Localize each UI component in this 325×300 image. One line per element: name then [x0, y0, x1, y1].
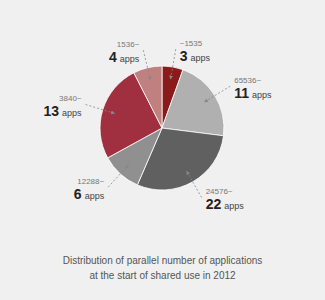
count-unit: apps	[62, 108, 82, 118]
leader-arrow	[171, 49, 176, 79]
range-label: 1536~	[117, 40, 140, 49]
pie-slice	[162, 70, 224, 136]
count-unit: apps	[85, 191, 105, 201]
count-label: 6apps	[74, 186, 105, 202]
count-unit: apps	[224, 201, 244, 211]
annotations: ~15353apps65536~11apps24576~22apps12288~…	[43, 39, 272, 212]
leader-arrow	[187, 171, 202, 197]
pie	[100, 66, 224, 190]
chart: ~15353apps65536~11apps24576~22apps12288~…	[0, 0, 325, 300]
range-label: 24576~	[206, 187, 233, 196]
count-number: 13	[43, 103, 59, 119]
leader-arrow	[86, 104, 115, 113]
count-number: 4	[109, 49, 117, 65]
range-label: 3840~	[59, 94, 82, 103]
range-label: 12288~	[77, 177, 104, 186]
subtitle: at the start of shared use in 2012	[89, 270, 236, 281]
count-label: 22apps	[206, 196, 245, 212]
count-label: 13apps	[43, 103, 82, 119]
leader-arrow	[108, 165, 128, 187]
leader-arrow	[204, 86, 230, 102]
count-label: 3apps	[180, 48, 211, 64]
count-unit: apps	[191, 53, 211, 63]
count-label: 4apps	[109, 49, 140, 65]
count-unit: apps	[120, 54, 140, 64]
title: Distribution of parallel number of appli…	[63, 255, 263, 266]
leader-arrow	[143, 50, 150, 80]
count-number: 3	[180, 48, 188, 64]
range-label: 65536~	[234, 76, 261, 85]
count-number: 22	[206, 196, 222, 212]
count-number: 11	[234, 85, 249, 101]
count-label: 11apps	[234, 85, 272, 101]
count-number: 6	[74, 186, 82, 202]
count-unit: apps	[252, 90, 272, 100]
pie-slice	[134, 66, 162, 128]
range-label: ~1535	[180, 39, 203, 48]
